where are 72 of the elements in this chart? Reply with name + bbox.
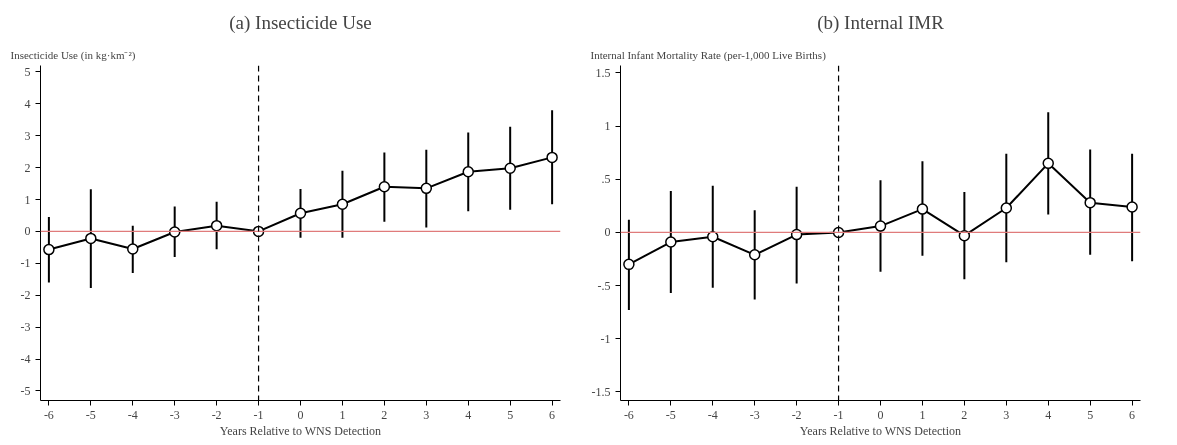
x-tick-label: 0 — [297, 407, 304, 422]
x-tick-label: 4 — [465, 407, 472, 422]
point — [874, 220, 887, 232]
point — [1084, 196, 1096, 209]
point — [707, 230, 719, 243]
y-tick-label: 2 — [24, 160, 31, 175]
x-tick-label: 2 — [381, 407, 388, 422]
point — [43, 243, 55, 256]
y-tick-label: -1 — [600, 331, 611, 346]
y-tick-label: 4 — [24, 96, 31, 111]
x-tick-label: -1 — [253, 407, 264, 422]
x-tick-label: 1 — [919, 407, 926, 422]
y-tick-label: 1 — [604, 119, 611, 134]
x-tick-label: -3 — [749, 407, 760, 422]
x-tick-label: -6 — [43, 407, 54, 422]
y-tick-label: -.5 — [597, 278, 611, 293]
x-tick-label: 4 — [1045, 407, 1052, 422]
point — [665, 236, 677, 248]
point — [1126, 201, 1138, 213]
point — [85, 232, 97, 245]
point — [958, 229, 971, 242]
x-tick-label: 1 — [339, 407, 346, 422]
chart-title: (a) Insecticide Use — [229, 11, 372, 34]
point — [1000, 202, 1013, 214]
point — [916, 203, 929, 215]
x-tick-label: -3 — [169, 407, 180, 422]
y-axis-title: Internal Infant Mortality Rate (per-1,000 Live Births) — [590, 48, 827, 62]
point — [420, 182, 433, 195]
y-tick-label: .5 — [601, 172, 611, 187]
x-tick-label: -5 — [85, 407, 96, 422]
point — [336, 198, 349, 211]
y-tick-label: 0 — [604, 225, 611, 240]
y-tick-label: -5 — [20, 383, 31, 398]
point — [127, 243, 139, 255]
x-tick-label: -1 — [833, 407, 844, 422]
x-tick-label: -6 — [623, 407, 634, 422]
y-tick-label: -1 — [20, 256, 31, 271]
point — [546, 151, 558, 164]
x-tick-label: -2 — [791, 407, 802, 422]
y-tick-label: -1.5 — [591, 384, 611, 399]
y-tick-label: 5 — [24, 64, 31, 79]
y-tick-label: 1 — [24, 192, 31, 207]
point — [378, 181, 391, 193]
point — [623, 258, 635, 271]
point — [294, 207, 307, 219]
y-tick-label: -3 — [20, 320, 31, 335]
x-tick-label: -2 — [211, 407, 222, 422]
x-tick-label: 2 — [961, 407, 968, 422]
chart-title: (b) Internal IMR — [817, 11, 945, 34]
y-axis-title: Insecticide Use (in kg·km⁻²) — [10, 48, 136, 62]
point — [462, 166, 474, 178]
x-tick-label: 6 — [549, 407, 556, 422]
point — [1042, 157, 1054, 170]
x-tick-label: -5 — [665, 407, 676, 422]
x-tick-label: 0 — [877, 407, 884, 422]
y-tick-label: -4 — [20, 352, 31, 367]
x-tick-label: 6 — [1129, 407, 1136, 422]
x-tick-label: -4 — [127, 407, 138, 422]
x-tick-label: 5 — [507, 407, 514, 422]
y-tick-label: 3 — [24, 128, 31, 143]
y-tick-label: -2 — [20, 288, 31, 303]
x-tick-label: 5 — [1087, 407, 1094, 422]
x-tick-label: 3 — [423, 407, 430, 422]
point — [504, 162, 516, 174]
x-tick-label: -4 — [707, 407, 718, 422]
y-tick-label: 1.5 — [595, 65, 611, 80]
point — [748, 249, 761, 261]
x-axis-title: Years Relative to WNS Detection — [799, 423, 961, 438]
point — [210, 219, 223, 232]
x-axis-title: Years Relative to WNS Detection — [219, 423, 381, 438]
x-tick-label: 3 — [1003, 407, 1010, 422]
y-tick-label: 0 — [24, 224, 31, 239]
